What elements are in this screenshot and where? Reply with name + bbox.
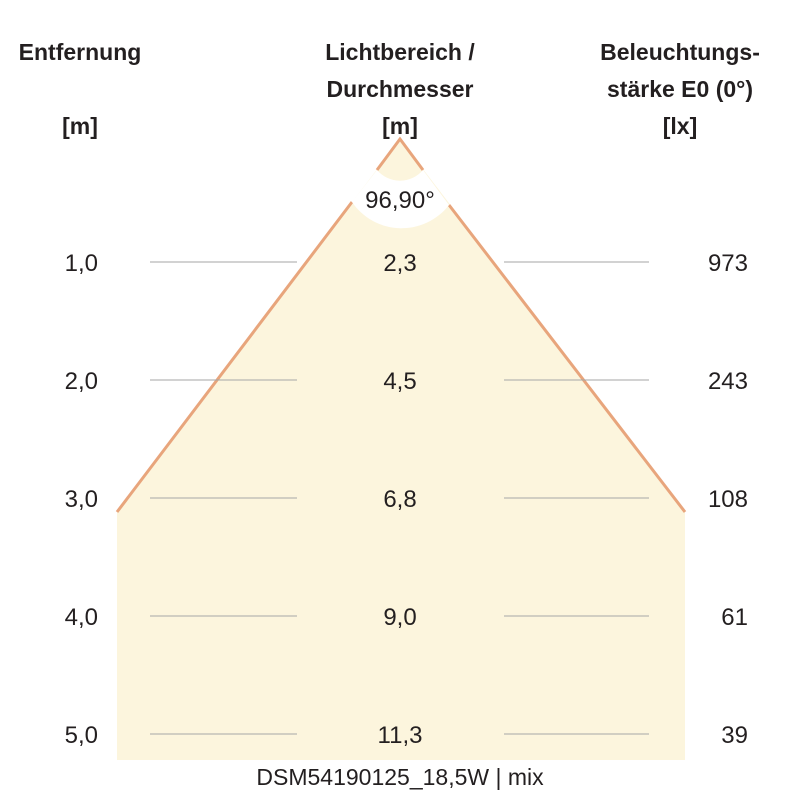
distance-value: 5,0 — [65, 722, 98, 749]
illuminance-header-title-2: stärke E0 (0°) — [607, 76, 753, 102]
illuminance-header: Beleuchtungs- stärke E0 (0°) [lx] — [590, 34, 770, 145]
distance-header-unit: [m] — [62, 113, 98, 139]
angle-label-background — [352, 170, 449, 229]
diameter-value: 9,0 — [383, 604, 416, 631]
illuminance-value: 973 — [708, 250, 748, 277]
illuminance-value: 39 — [721, 722, 748, 749]
illuminance-value: 243 — [708, 368, 748, 395]
diameter-header-title-1: Lichtbereich / — [325, 39, 475, 65]
distance-header: Entfernung [m] — [0, 34, 160, 145]
illuminance-value: 61 — [721, 604, 748, 631]
diameter-value: 11,3 — [378, 722, 423, 749]
diameter-header-title-2: Durchmesser — [326, 76, 474, 102]
distance-value: 1,0 — [65, 250, 98, 277]
light-cone-edges — [115, 136, 687, 513]
beam-angle-label: 96,90° — [365, 187, 435, 214]
diameter-value: 2,3 — [383, 250, 416, 277]
diameter-value: 6,8 — [383, 486, 416, 513]
distance-value: 4,0 — [65, 604, 98, 631]
illuminance-header-unit: [lx] — [662, 113, 698, 139]
distance-value: 3,0 — [65, 486, 98, 513]
product-caption: DSM54190125_18,5W | mix — [256, 764, 544, 790]
distance-rows: 1,0 2,3 973 2,0 4,5 243 3,0 6,8 108 4,0 9,0 61 5,0 11… — [65, 250, 748, 749]
diameter-value: 4,5 — [383, 368, 416, 395]
illuminance-header-title-1: Beleuchtungs- — [600, 39, 760, 65]
light-cone-fill — [117, 139, 685, 760]
illuminance-value: 108 — [708, 486, 748, 513]
diameter-header-unit: [m] — [382, 113, 418, 139]
distance-value: 2,0 — [65, 368, 98, 395]
diameter-header: Lichtbereich / Durchmesser [m] — [290, 34, 510, 145]
distance-header-title: Entfernung — [18, 39, 142, 65]
